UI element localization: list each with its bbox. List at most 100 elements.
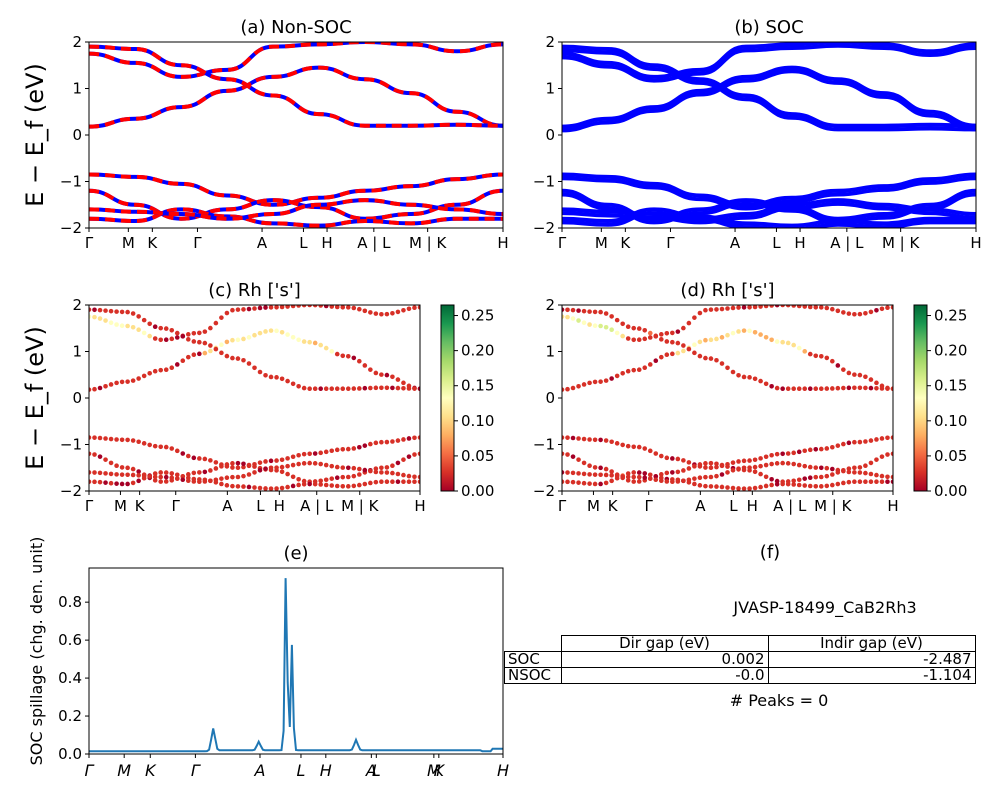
gap-table-header-indir: Indir gap (eV): [767, 635, 976, 652]
scatter-point: [136, 439, 141, 445]
scatter-point: [587, 481, 592, 486]
scatter-point: [202, 329, 208, 334]
panel-f-title: (f): [759, 542, 781, 563]
band-line-blue: [562, 42, 976, 79]
scatter-point: [592, 323, 598, 328]
scatter-point: [587, 472, 592, 477]
scatter-point: [780, 481, 785, 487]
scatter-point: [841, 310, 846, 315]
scatter-point: [169, 475, 175, 481]
scatter-point: [108, 460, 114, 466]
scatter-point: [329, 476, 335, 481]
scatter-point: [340, 474, 346, 480]
scatter-point: [841, 480, 846, 486]
scatter-point: [318, 305, 323, 308]
scatter-point: [274, 375, 279, 380]
scatter-point: [714, 461, 719, 467]
scatter-point: [235, 474, 241, 480]
gap-table: Dir gap (eV) Indir gap (eV) SOC 0.002 -2…: [504, 635, 976, 684]
scatter-point: [581, 382, 587, 387]
scatter-point: [609, 469, 614, 474]
scatter-point: [664, 330, 670, 336]
scatter-point: [274, 328, 279, 334]
scatter-point: [323, 462, 329, 468]
scatter-point: [202, 350, 208, 356]
scatter-point: [785, 481, 791, 487]
scatter-point: [813, 305, 819, 310]
band-lines: [562, 42, 976, 228]
scatter-point: [108, 480, 114, 486]
scatter-point: [395, 479, 401, 485]
scatter-point: [885, 305, 890, 311]
scatter-point: [274, 465, 279, 470]
scatter-point: [114, 463, 119, 469]
scatter-point: [697, 475, 703, 481]
scatter-point: [874, 479, 879, 485]
material-id: JVASP-18499_CaB2Rh3: [733, 598, 917, 617]
scatter-point: [186, 332, 191, 337]
y-tick-label: 0: [72, 126, 82, 144]
scatter-point: [174, 335, 180, 340]
scatter-point: [631, 470, 637, 475]
scatter-point: [296, 305, 301, 308]
x-tick-label: M | K: [409, 234, 448, 252]
scatter-point: [714, 484, 719, 489]
scatter-point: [785, 340, 791, 346]
scatter-point: [125, 379, 130, 384]
scatter-point: [863, 439, 868, 444]
scatter-point: [395, 460, 401, 466]
gap-table-dir-value: -0.0: [560, 667, 769, 684]
scatter-point: [625, 471, 631, 476]
scatter-point: [345, 386, 351, 391]
panel-title: (d) Rh ['s']: [680, 280, 774, 301]
scatter-point: [290, 334, 296, 340]
scatter-point: [368, 468, 373, 474]
scatter-point: [852, 385, 857, 391]
x-tick-label: M: [117, 761, 131, 780]
scatter-point: [147, 333, 152, 339]
scatter-point: [636, 470, 642, 475]
scatter-point: [395, 309, 401, 315]
scatter-point: [863, 374, 868, 380]
y-tick-label: 0.4: [58, 669, 82, 687]
scatter-point: [681, 478, 686, 484]
scatter-point: [345, 446, 351, 452]
scatter-point: [636, 479, 642, 484]
scatter-point: [625, 336, 631, 341]
scatter-point: [357, 386, 362, 391]
scatter-point: [747, 305, 752, 310]
scatter-point: [263, 466, 268, 471]
scatter-point: [296, 384, 301, 389]
scatter-point: [686, 346, 692, 352]
scatter-point: [285, 456, 290, 461]
scatter-point: [384, 470, 390, 475]
scatter-point: [796, 462, 802, 468]
scatter-point: [197, 479, 202, 485]
gap-table-row: SOC 0.002 -2.487: [504, 651, 976, 668]
scatter-point: [703, 483, 708, 489]
scatter-point: [252, 332, 257, 338]
scatter-point: [598, 465, 603, 471]
band-line-blue: [562, 211, 976, 228]
scatter-point: [598, 481, 603, 487]
scatter-point: [736, 329, 741, 334]
scatter-point: [230, 474, 235, 480]
scatter-point: [246, 472, 252, 477]
scatter-point: [703, 355, 708, 361]
scatter-point: [741, 305, 747, 310]
scatter-point: [208, 458, 213, 463]
scatter-point: [620, 474, 625, 479]
scatter-point: [235, 484, 241, 489]
scatter-point: [108, 382, 114, 387]
band-line-red: [89, 207, 503, 228]
scatter-point: [373, 311, 379, 316]
scatter-point: [323, 305, 329, 309]
scatter-point: [103, 436, 108, 441]
x-tick-label: H: [497, 234, 508, 252]
scatter-point: [587, 322, 592, 327]
scatter-point: [692, 481, 697, 487]
scatter-point: [879, 386, 885, 391]
band-line-blue: [89, 65, 503, 129]
scatter-point: [119, 323, 125, 328]
scatter-point: [835, 467, 841, 473]
